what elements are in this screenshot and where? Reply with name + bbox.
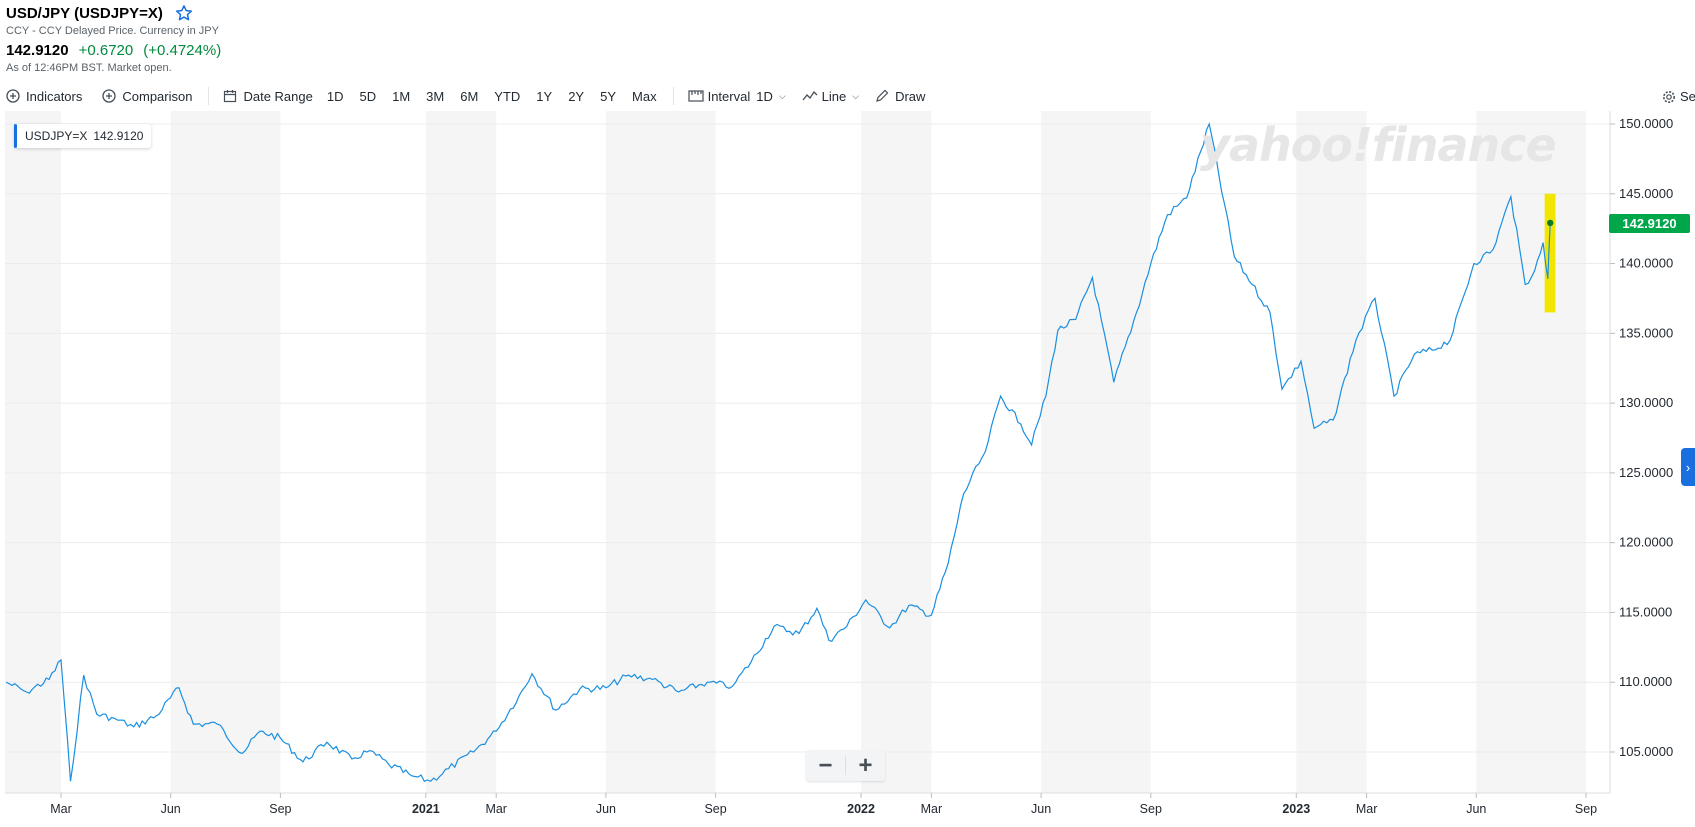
chevron-down-icon: ⌵ [778, 90, 786, 101]
chart-type-dropdown[interactable]: Line ⌵ [802, 89, 859, 104]
x-tick-label: Sep [704, 802, 726, 816]
interval-dropdown[interactable]: Interval 1D ⌵ [687, 88, 786, 104]
x-tick-label: Mar [1356, 802, 1378, 816]
y-tick-label: 150.0000 [1619, 116, 1673, 131]
x-tick-label: Jun [1466, 802, 1486, 816]
y-tick-label: 110.0000 [1619, 674, 1672, 689]
shaded-band [425, 111, 497, 793]
chevron-down-icon: ⌵ [852, 90, 860, 101]
x-tick-label: Sep [269, 802, 291, 816]
chart-grid [5, 123, 1610, 753]
y-axis: 105.0000 110.0000 115.0000 120.0000 125.0000… [1609, 111, 1673, 793]
zoom-in-button[interactable]: + [858, 751, 873, 779]
expand-panel-button[interactable]: › [1681, 448, 1695, 486]
pencil-icon [875, 89, 889, 103]
range-5y-button[interactable]: 5Y [600, 88, 617, 104]
shaded-band [170, 111, 281, 793]
calendar-icon [223, 89, 237, 103]
x-tick-label: Jun [596, 802, 616, 816]
range-1d-button[interactable]: 1D [326, 88, 344, 104]
y-tick-label: 115.0000 [1619, 604, 1672, 619]
last-price-dot [1547, 219, 1554, 227]
x-tick-label: Mar [485, 802, 507, 816]
zoom-controls: − + [806, 750, 885, 781]
plus-circle-icon [102, 89, 117, 103]
indicators-label: Indicators [26, 88, 83, 104]
quote-subtitle: CCY - CCY Delayed Price. Currency in JPY [6, 25, 219, 37]
x-tick-label: Sep [1575, 802, 1597, 816]
draw-label: Draw [895, 88, 926, 104]
legend-symbol: USDJPY=X [25, 129, 88, 143]
interval-label: Interval [707, 88, 751, 104]
range-6m-button[interactable]: 6M [460, 88, 479, 104]
quote-header: USD/JPY (USDJPY=X) CCY - CCY Delayed Pri… [6, 2, 222, 75]
shaded-band [605, 111, 716, 793]
highlight-band [1544, 193, 1556, 313]
x-tick-label: Jun [161, 802, 181, 816]
price-series [5, 122, 1556, 783]
comparison-label: Comparison [122, 88, 193, 104]
x-tick-label: 2023 [1282, 802, 1310, 816]
y-tick-label: 140.0000 [1619, 256, 1673, 271]
chevron-right-icon: › [1685, 459, 1691, 475]
zoom-divider [845, 756, 846, 775]
series-legend[interactable]: USDJPY=X 142.9120 [14, 124, 152, 148]
toolbar-divider [672, 87, 674, 105]
quote-price: 142.9120 [6, 42, 69, 59]
quote-change: +0.6720 [78, 42, 134, 59]
y-tick-label: 135.0000 [1619, 325, 1673, 340]
range-1m-button[interactable]: 1M [392, 88, 411, 104]
range-2y-button[interactable]: 2Y [568, 88, 585, 104]
date-range-button[interactable]: Date Range [223, 88, 313, 104]
star-icon[interactable] [175, 4, 193, 22]
ruler-icon [687, 89, 704, 103]
last-price-flag: 142.9120 [1609, 214, 1690, 233]
chart-type-label: Line [821, 88, 847, 104]
plus-circle-icon [6, 89, 20, 103]
shaded-band [1041, 111, 1151, 793]
toolbar-divider [208, 87, 210, 105]
chart-toolbar: Indicators Comparison Date Range 1D 5D 1… [0, 84, 1695, 108]
line-chart-icon [802, 89, 818, 103]
shaded-band [1476, 111, 1586, 793]
month-bands [5, 111, 1586, 793]
range-1y-button[interactable]: 1Y [536, 88, 553, 104]
y-tick-label: 105.0000 [1619, 744, 1673, 759]
x-tick-label: Mar [50, 802, 72, 816]
range-3m-button[interactable]: 3M [426, 88, 445, 104]
y-tick-label: 120.0000 [1619, 535, 1673, 550]
settings-label: Se [1680, 89, 1695, 104]
x-axis: Mar Jun Sep 2021 Mar Jun Sep 2022 Mar Jun Sep 2023 M… [5, 792, 1610, 816]
x-tick-label: Jun [1031, 802, 1051, 816]
shaded-band [861, 111, 932, 793]
shaded-band [5, 111, 61, 793]
interval-value: 1D [756, 88, 773, 104]
zoom-out-button[interactable]: − [818, 751, 833, 779]
x-tick-label: Sep [1140, 802, 1162, 816]
gear-icon [1662, 90, 1676, 104]
quote-change-percent: (+0.4724%) [143, 42, 222, 59]
range-5d-button[interactable]: 5D [359, 88, 377, 104]
y-tick-label: 145.0000 [1619, 186, 1673, 201]
draw-button[interactable]: Draw [875, 89, 925, 104]
market-status: As of 12:46PM BST. Market open. [6, 62, 172, 74]
x-tick-label: Mar [921, 802, 943, 816]
range-ytd-button[interactable]: YTD [494, 88, 521, 104]
legend-color-bar [14, 124, 17, 148]
quote-title: USD/JPY (USDJPY=X) [6, 4, 163, 22]
y-tick-label: 125.0000 [1619, 465, 1673, 480]
y-tick-label: 130.0000 [1619, 395, 1673, 410]
settings-button[interactable]: Se [1662, 89, 1695, 104]
x-tick-label: 2021 [412, 802, 440, 816]
indicators-button[interactable]: Indicators [6, 89, 82, 104]
range-max-button[interactable]: Max [632, 88, 657, 104]
yahoo-finance-watermark: yahoo!finance [1200, 118, 1557, 172]
x-tick-label: 2022 [847, 802, 875, 816]
legend-value: 142.9120 [93, 129, 144, 143]
price-line [5, 122, 1551, 783]
date-range-label: Date Range [243, 88, 313, 104]
shaded-band [1296, 111, 1367, 793]
comparison-button[interactable]: Comparison [102, 89, 192, 104]
